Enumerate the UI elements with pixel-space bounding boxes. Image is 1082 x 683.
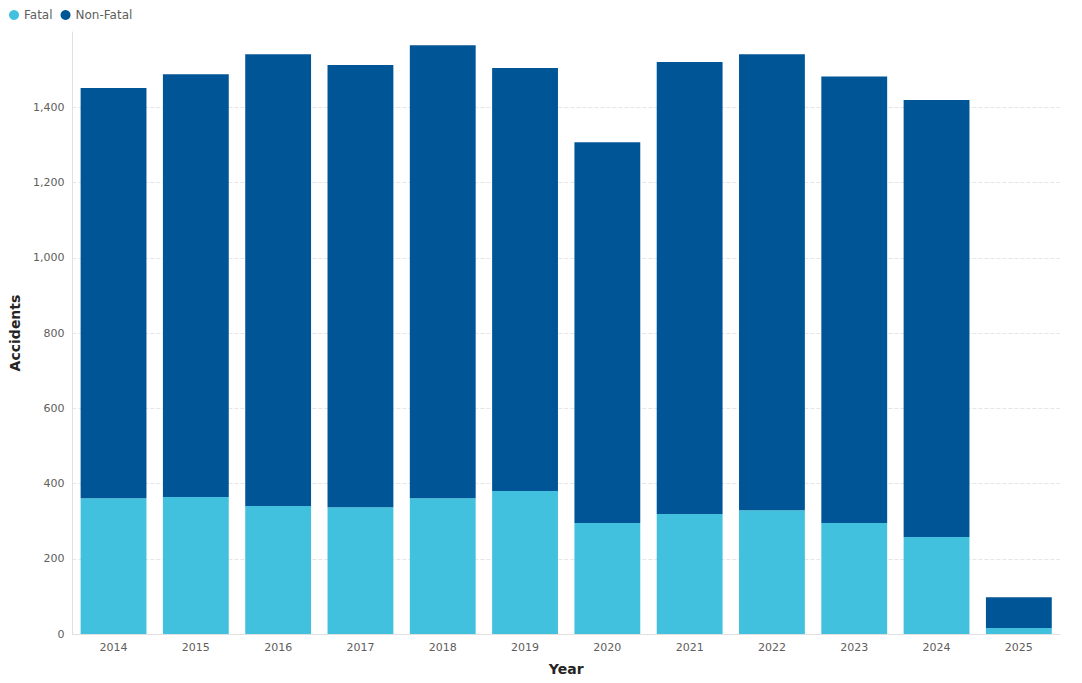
svg-text:2014: 2014 <box>100 641 128 654</box>
svg-text:Accidents: Accidents <box>7 295 23 372</box>
svg-text:2023: 2023 <box>840 641 868 654</box>
svg-text:1,000: 1,000 <box>33 251 65 264</box>
svg-text:2020: 2020 <box>593 641 621 654</box>
svg-text:2022: 2022 <box>758 641 786 654</box>
svg-text:2025: 2025 <box>1005 641 1033 654</box>
svg-text:Fatal: Fatal <box>24 8 53 22</box>
svg-text:2018: 2018 <box>429 641 457 654</box>
svg-text:2019: 2019 <box>511 641 539 654</box>
svg-text:Non-Fatal: Non-Fatal <box>76 8 133 22</box>
svg-text:2015: 2015 <box>182 641 210 654</box>
svg-text:1,200: 1,200 <box>33 176 65 189</box>
svg-text:1,400: 1,400 <box>33 101 65 114</box>
svg-text:2021: 2021 <box>676 641 704 654</box>
svg-text:2024: 2024 <box>923 641 951 654</box>
svg-text:2017: 2017 <box>346 641 374 654</box>
svg-text:200: 200 <box>43 552 64 565</box>
svg-text:0: 0 <box>57 628 64 641</box>
svg-text:400: 400 <box>43 477 64 490</box>
svg-text:800: 800 <box>43 327 64 340</box>
svg-text:2016: 2016 <box>264 641 292 654</box>
svg-text:600: 600 <box>43 402 64 415</box>
svg-text:Year: Year <box>548 661 584 677</box>
